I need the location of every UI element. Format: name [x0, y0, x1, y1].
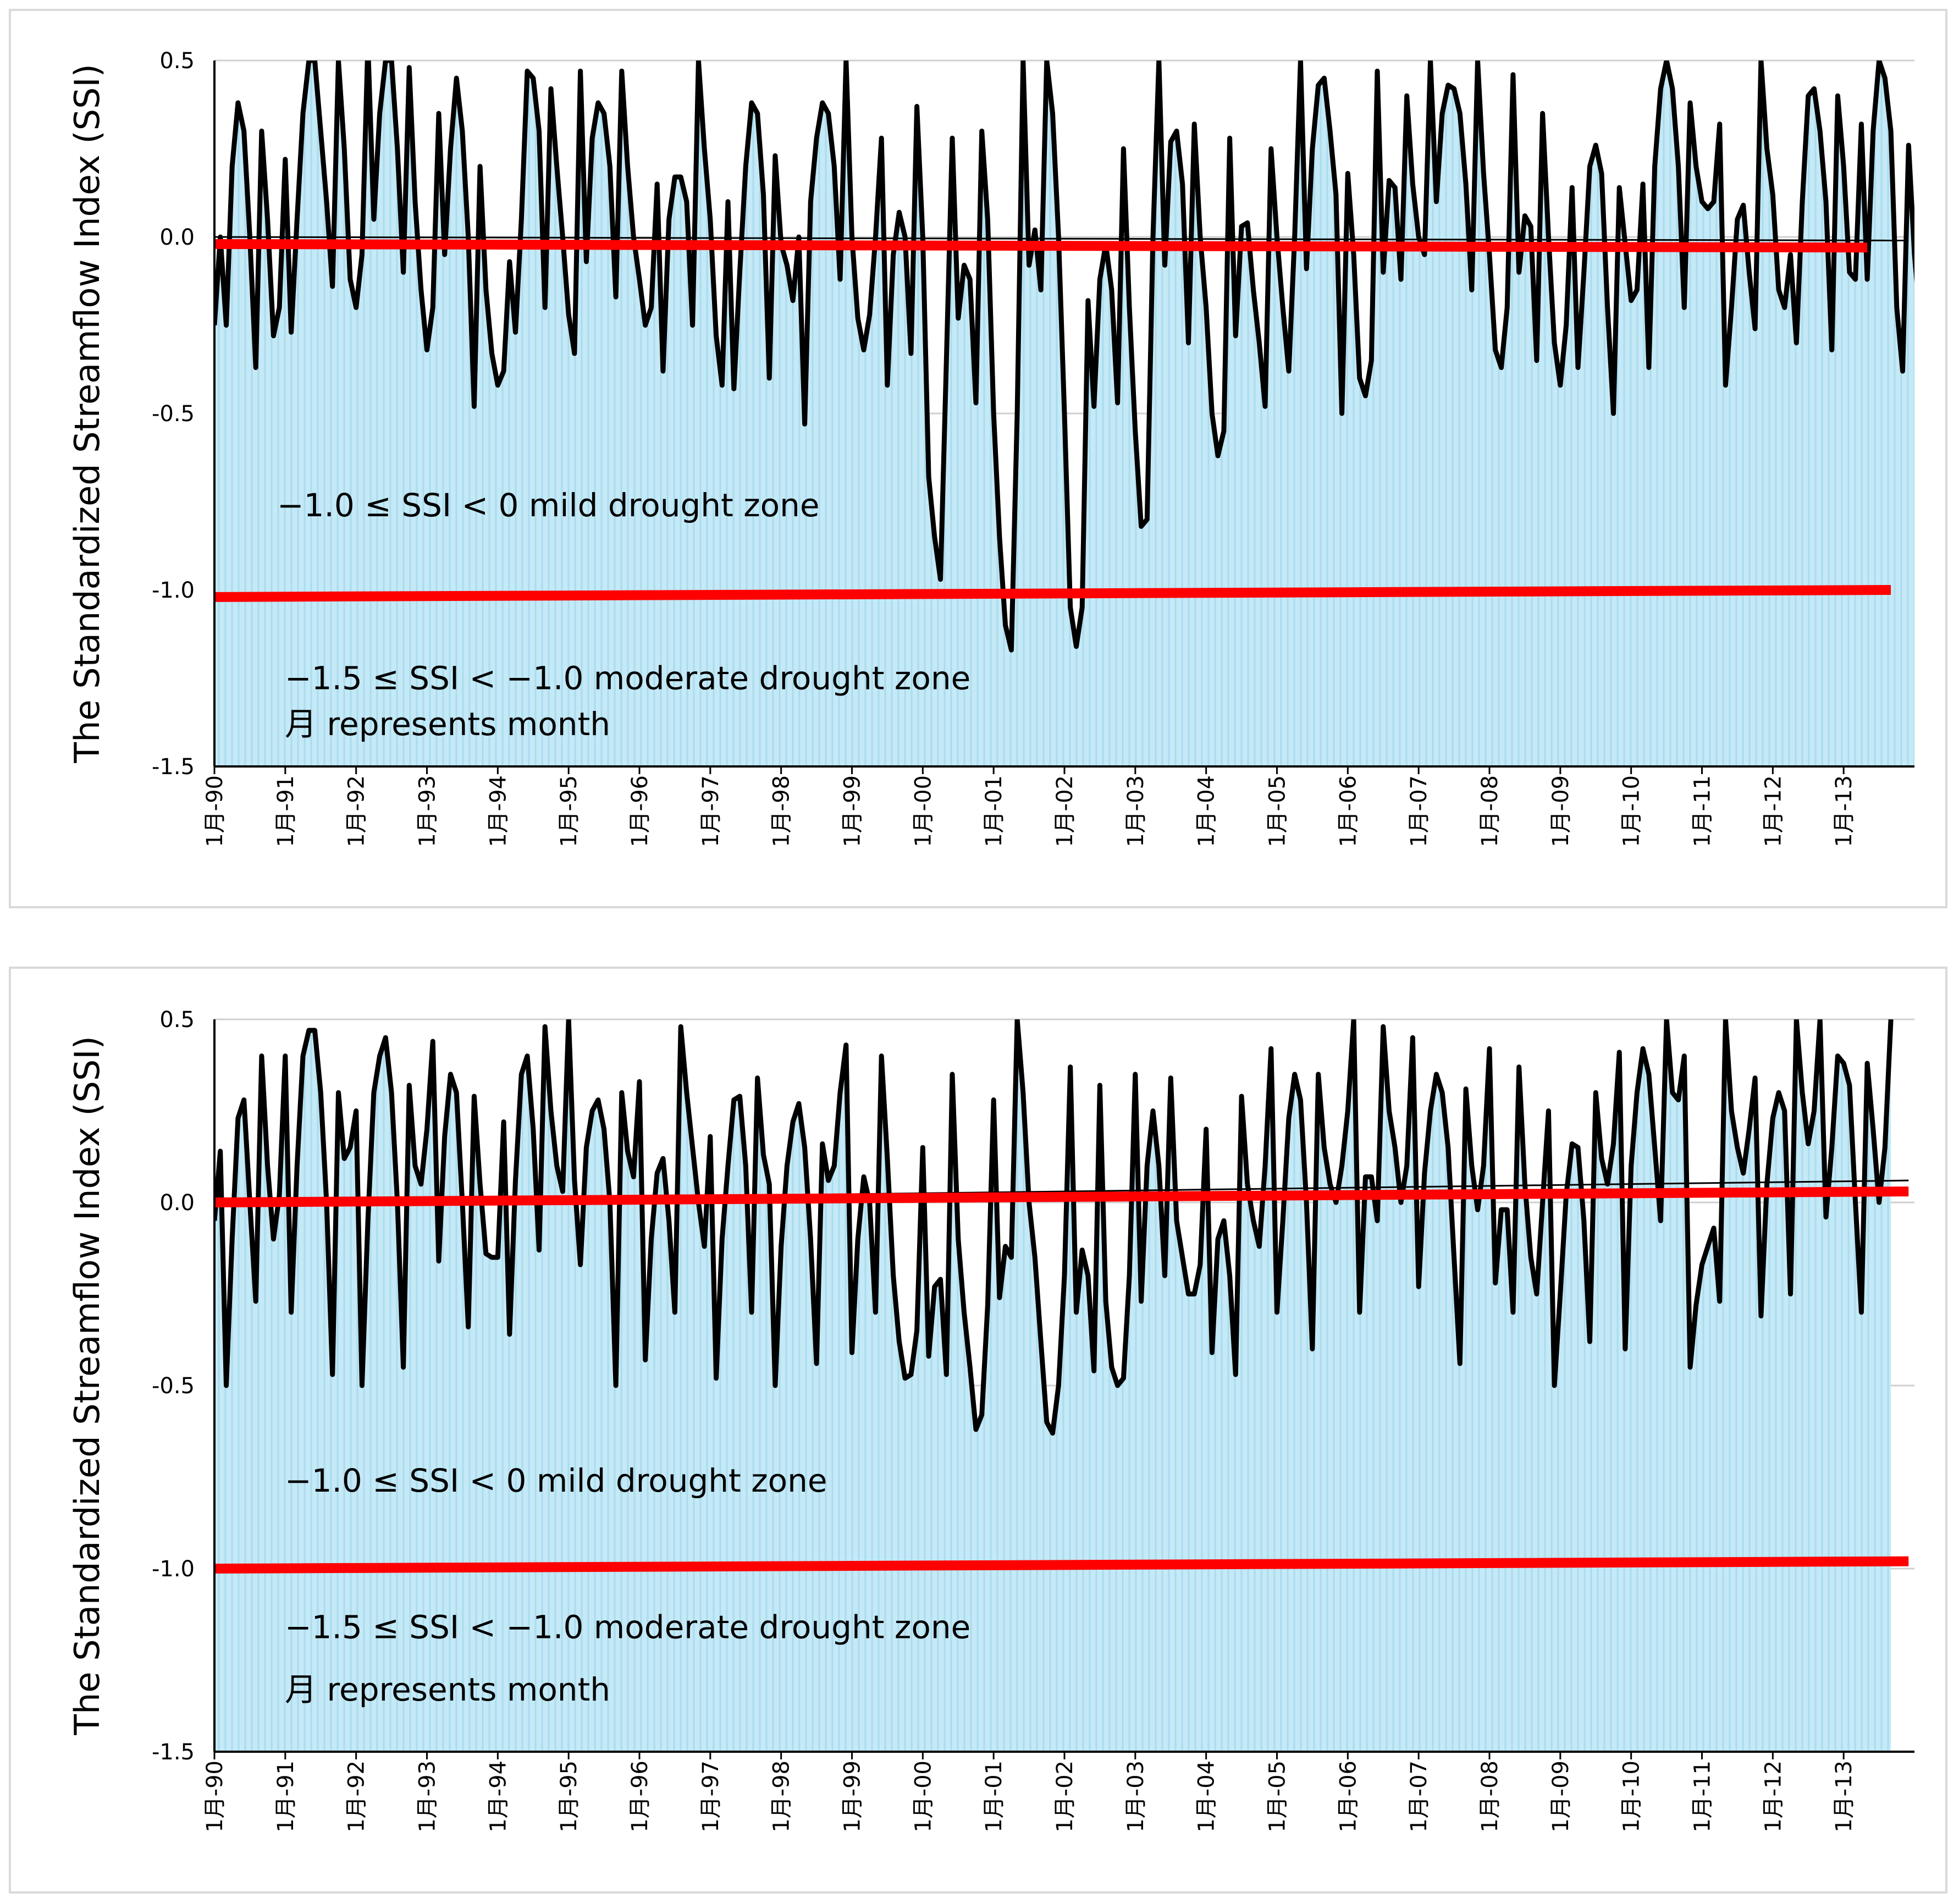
x-tick-label: 1月-07	[1406, 1760, 1432, 1833]
x-tick-label: 1月-97	[698, 775, 724, 847]
x-tick-label: 1月-01	[981, 1760, 1007, 1833]
y-tick-label: -1.5	[152, 1740, 195, 1765]
x-tick-label: 1月-13	[1831, 1760, 1857, 1833]
x-tick-label: 1月-95	[556, 775, 582, 847]
x-tick-label: 1月-06	[1336, 775, 1361, 847]
ssi-chart-top: 0.5 0.0 -0.5 -1.0 -1.5 1月-90 1月-91 1月-92 1月-93 1月…	[67, 48, 1914, 847]
x-tick-label: 1月-02	[1052, 1760, 1078, 1833]
zone-annotation: 月 represents month	[285, 705, 610, 743]
x-tick-label: 1月-00	[910, 775, 936, 847]
y-axis-label: The Standardized Streamflow Index (SSI)	[67, 64, 107, 764]
y-tick-label: -0.5	[152, 401, 195, 427]
ssi-series-line	[214, 1019, 1894, 1436]
x-tick-label: 1月-91	[273, 1760, 299, 1833]
y-axis-label: The Standardized Streamflow Index (SSI)	[67, 1036, 107, 1736]
x-tick-label: 1月-97	[698, 1760, 724, 1833]
x-tick-label: 1月-92	[344, 775, 369, 847]
chart-panel-bottom: 0.5 0.0 -0.5 -1.0 -1.5 1月-90 1月-91 1月-92 1月-93 1月…	[9, 967, 1947, 1894]
x-tick-label: 1月-08	[1477, 775, 1503, 847]
x-tick-label: 1月-04	[1194, 775, 1219, 847]
x-tick-label: 1月-10	[1619, 775, 1645, 847]
x-tick-label: 1月-95	[556, 1760, 582, 1833]
zone-annotation: −1.0 ≤ SSI < 0 mild drought zone	[285, 1462, 827, 1499]
x-tick-label: 1月-00	[910, 1760, 936, 1833]
x-tick-label: 1月-06	[1336, 1760, 1361, 1833]
x-tick-label: 1月-11	[1690, 775, 1715, 847]
y-tick-label: -1.0	[152, 1557, 195, 1582]
x-tick-label: 1月-05	[1265, 1760, 1290, 1833]
x-tick-label: 1月-09	[1548, 1760, 1574, 1833]
x-tick-label: 1月-12	[1761, 1760, 1786, 1833]
x-tick-label: 1月-08	[1477, 1760, 1503, 1833]
threshold-line	[214, 1556, 1909, 1574]
y-tick-label: 0.5	[159, 48, 195, 74]
threshold-line	[214, 585, 1891, 602]
y-tick-label: 0.0	[159, 1190, 195, 1216]
x-tick-label: 1月-90	[202, 1760, 228, 1833]
x-tick-label: 1月-91	[273, 775, 299, 847]
zone-annotation: 月 represents month	[285, 1671, 610, 1708]
y-tick-label: 0.5	[159, 1007, 195, 1033]
y-tick-label: 0.0	[159, 225, 195, 250]
x-tick-label: 1月-03	[1123, 775, 1149, 847]
x-tick-label: 1月-02	[1052, 775, 1078, 847]
x-tick-label: 1月-90	[202, 775, 228, 847]
x-tick-label: 1月-93	[415, 775, 440, 847]
x-tick-label: 1月-13	[1831, 775, 1857, 847]
x-tick-label: 1月-98	[769, 1760, 794, 1833]
x-tick-label: 1月-09	[1548, 775, 1574, 847]
x-tick-label: 1月-96	[627, 775, 653, 847]
x-tick-label: 1月-03	[1123, 1760, 1149, 1833]
x-tick-label: 1月-98	[769, 775, 794, 847]
zone-annotation: −1.5 ≤ SSI < −1.0 moderate drought zone	[285, 660, 970, 697]
ssi-chart-bottom: 0.5 0.0 -0.5 -1.0 -1.5 1月-90 1月-91 1月-92 1月-93 1月…	[67, 1007, 1914, 1833]
y-tick-label: -1.5	[152, 754, 195, 780]
x-tick-label: 1月-94	[485, 775, 511, 847]
x-tick-label: 1月-93	[415, 1760, 440, 1833]
chart-panel-top: 0.5 0.0 -0.5 -1.0 -1.5 1月-90 1月-91 1月-92 1月-93 1月…	[9, 9, 1947, 908]
x-tick-label: 1月-96	[627, 1760, 653, 1833]
y-tick-label: -0.5	[152, 1373, 195, 1399]
threshold-line	[214, 1186, 1909, 1207]
x-tick-label: 1月-05	[1265, 775, 1290, 847]
x-tick-label: 1月-92	[344, 1760, 369, 1833]
x-tick-label: 1月-99	[840, 775, 865, 847]
x-tick-label: 1月-12	[1761, 775, 1786, 847]
x-tick-label: 1月-11	[1690, 1760, 1715, 1833]
ssi-series-line	[214, 60, 1914, 653]
x-tick-label: 1月-10	[1619, 1760, 1645, 1833]
x-tick-label: 1月-07	[1406, 775, 1432, 847]
threshold-line	[214, 239, 1868, 253]
x-tick-label: 1月-99	[840, 1760, 865, 1833]
y-tick-label: -1.0	[152, 578, 195, 603]
zone-annotation: −1.0 ≤ SSI < 0 mild drought zone	[277, 487, 820, 524]
zone-annotation: −1.5 ≤ SSI < −1.0 moderate drought zone	[285, 1609, 970, 1646]
x-tick-label: 1月-01	[981, 775, 1007, 847]
x-tick-label: 1月-04	[1194, 1760, 1219, 1833]
x-tick-label: 1月-94	[485, 1760, 511, 1833]
